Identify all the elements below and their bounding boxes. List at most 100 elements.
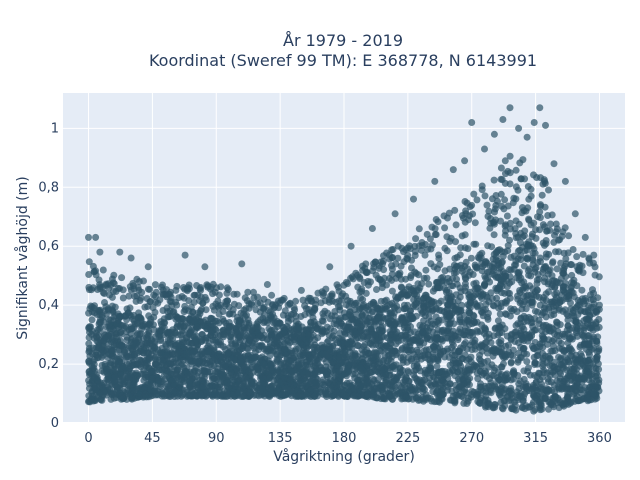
data-point [452,221,460,229]
data-point [555,248,563,256]
data-point [259,304,267,312]
data-point [405,377,413,385]
data-point [345,365,353,373]
data-point [533,280,541,287]
data-point [510,375,517,383]
data-point [452,360,460,368]
data-point [497,303,505,311]
data-point [492,192,500,199]
data-point [531,384,539,392]
data-point [250,288,257,296]
data-point [461,198,469,205]
data-point [484,309,492,317]
data-point [590,289,598,297]
data-point [361,341,369,348]
data-point [474,328,482,336]
data-point [127,286,135,294]
data-point [177,331,185,339]
data-point [185,281,193,289]
data-point [176,380,184,388]
data-point [320,328,328,336]
data-point [505,348,513,356]
data-point [467,254,475,262]
data-point [458,212,466,219]
data-point [527,185,535,193]
data-point [341,329,349,337]
data-point [354,376,362,384]
data-point [276,319,284,327]
data-point [209,326,217,334]
data-point [549,347,556,355]
data-point [525,364,532,372]
data-point [389,254,397,261]
data-point [506,236,513,244]
data-point [492,249,500,257]
data-point [325,353,333,361]
data-point [485,334,493,342]
data-point [231,329,239,337]
data-point [426,359,434,367]
data-point [475,343,483,351]
data-point [119,294,127,302]
data-point [172,298,180,306]
data-point [560,265,568,273]
data-point [437,274,445,282]
data-point [394,254,402,262]
data-point [531,338,539,346]
data-point [425,346,433,353]
data-point [561,224,569,232]
data-point [546,361,554,369]
data-point [507,253,515,261]
data-point [457,244,465,252]
data-point [100,368,108,376]
data-point [255,342,263,350]
data-point [205,352,212,359]
data-point [466,288,474,296]
data-point [578,386,586,394]
data-point [398,316,406,324]
data-point [359,262,366,270]
data-point [407,286,415,294]
data-point [400,288,408,296]
data-point [410,371,418,379]
data-point [415,297,423,305]
data-point [354,271,361,279]
data-point [260,360,268,368]
data-point [273,337,281,345]
data-point [542,386,550,394]
data-point [593,372,601,380]
data-point [85,271,93,278]
data-point [544,212,552,219]
data-point [225,310,233,318]
data-point [408,264,415,272]
data-point [411,385,419,393]
data-point [555,337,563,345]
data-point [137,356,145,364]
data-point [473,392,481,400]
data-point [85,258,93,266]
data-point [475,255,483,262]
data-point [556,332,563,340]
data-point [537,174,544,182]
data-point [108,352,116,360]
data-point [263,347,270,355]
data-point [354,334,361,342]
data-point [362,289,370,297]
data-point [190,291,198,299]
data-point [544,340,551,348]
data-point [451,206,459,214]
data-point [461,274,469,282]
data-point [410,362,418,370]
data-point [419,388,427,396]
data-point [530,372,538,379]
data-point [545,324,553,332]
data-point [541,395,549,403]
data-point [94,376,102,384]
data-point [310,392,318,400]
data-point [497,363,505,371]
data-point [269,346,277,354]
data-point [523,358,531,365]
data-point [181,285,189,293]
data-point [351,386,359,394]
data-point [399,356,407,364]
